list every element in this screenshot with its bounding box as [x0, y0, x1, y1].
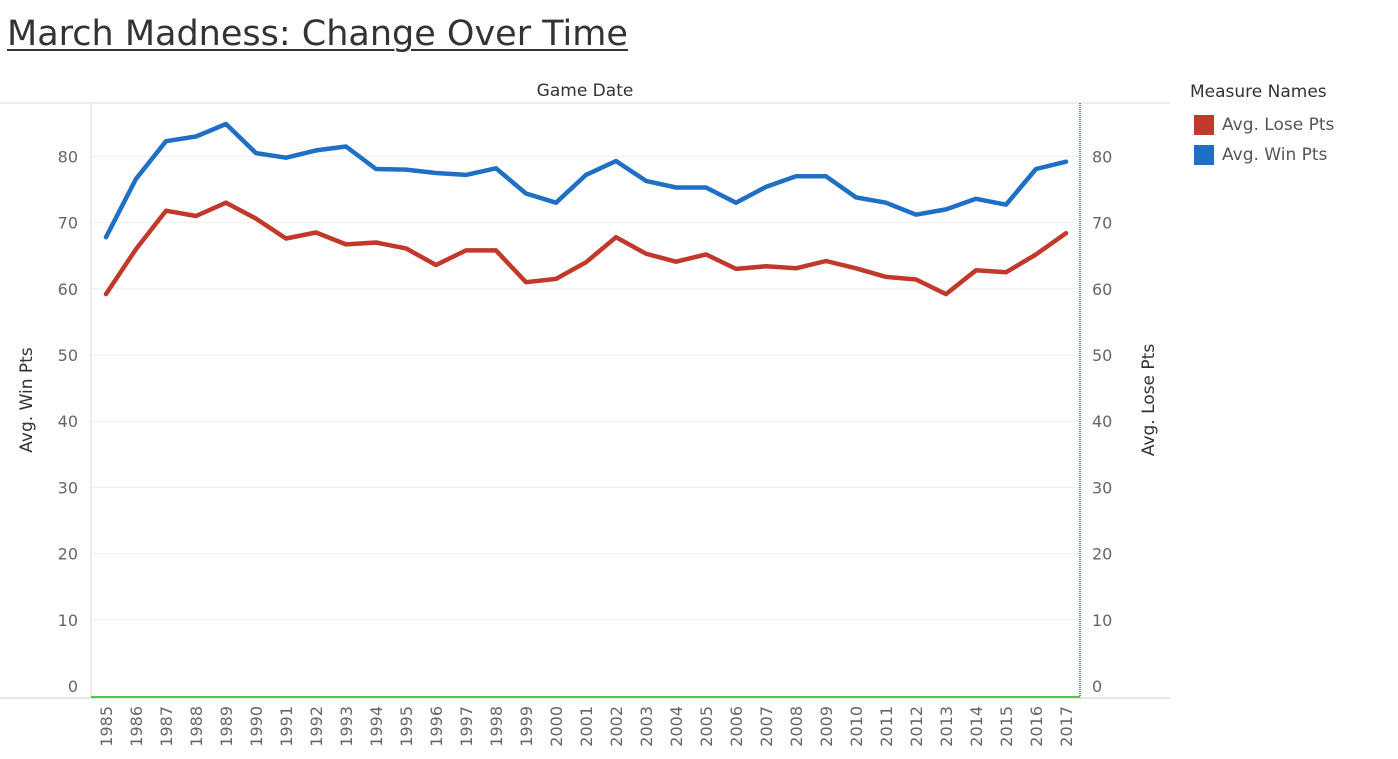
x-tick-label: 2002 [607, 706, 626, 747]
x-axis-label: Game Date [537, 81, 634, 101]
series-line-avg-win-pts [103, 121, 1069, 240]
legend-item-win[interactable]: Avg. Win Pts [1190, 140, 1334, 170]
x-tick-label: 1998 [487, 706, 506, 747]
x-tick-label: 2008 [787, 706, 806, 747]
x-tick-label: 1988 [187, 706, 206, 747]
y-axis-left-label: Avg. Win Pts [17, 347, 37, 453]
y-tick-label-right: 10 [1092, 611, 1112, 630]
x-tick-label: 1995 [397, 706, 416, 747]
y-tick-label-left: 0 [68, 677, 78, 696]
x-tick-label: 2012 [907, 706, 926, 747]
x-tick-label: 1994 [367, 706, 386, 747]
y-tick-label-left: 20 [58, 545, 78, 564]
y-axis-right-ticks: 0 10 20 30 40 50 60 70 80 [1092, 147, 1112, 696]
y-tick-label-right: 70 [1092, 214, 1112, 233]
y-tick-label-right: 80 [1092, 147, 1112, 166]
x-tick-label: 1992 [307, 706, 326, 747]
plot-frame [0, 102, 1170, 699]
legend-title: Measure Names [1190, 82, 1327, 102]
x-tick-label: 2014 [967, 706, 986, 747]
x-tick-label: 2007 [757, 706, 776, 747]
x-tick-label: 2016 [1027, 706, 1046, 747]
legend-label-lose: Avg. Lose Pts [1222, 115, 1335, 135]
y-tick-label-left: 80 [58, 147, 78, 166]
x-tick-label: 1999 [517, 706, 536, 747]
y-tick-label-left: 40 [58, 412, 78, 431]
y-tick-label-right: 50 [1092, 346, 1112, 365]
x-tick-label: 2011 [877, 706, 896, 747]
x-tick-label: 1987 [157, 706, 176, 747]
y-tick-label-left: 10 [58, 611, 78, 630]
x-tick-label: 2003 [637, 706, 656, 747]
x-tick-label: 2004 [667, 706, 686, 747]
page-title: March Madness: Change Over Time [7, 14, 628, 54]
x-tick-label: 2000 [547, 706, 566, 747]
x-tick-label: 1997 [457, 706, 476, 747]
y-axis-left-ticks: 0 10 20 30 40 50 60 70 80 [58, 147, 78, 696]
x-tick-label: 1985 [97, 706, 116, 747]
x-tick-label: 2001 [577, 706, 596, 747]
x-tick-label: 1993 [337, 706, 356, 747]
x-tick-label: 2005 [697, 706, 716, 747]
y-tick-label-right: 0 [1092, 677, 1102, 696]
y-tick-label-right: 30 [1092, 478, 1112, 497]
x-tick-label: 1986 [127, 706, 146, 747]
series-lines [103, 121, 1069, 297]
y-tick-label-right: 60 [1092, 280, 1112, 299]
x-tick-label: 2017 [1057, 706, 1076, 747]
x-tick-label: 2006 [727, 706, 746, 747]
y-tick-label-right: 20 [1092, 545, 1112, 564]
x-tick-label: 2010 [847, 706, 866, 747]
x-tick-label: 2013 [937, 706, 956, 747]
legend-item-lose[interactable]: Avg. Lose Pts [1190, 110, 1334, 140]
x-axis-ticks: 1985 1986 1987 1988 1989 1990 1991 1992 1993 1994… [97, 706, 1076, 747]
legend-swatch-win [1194, 145, 1214, 165]
y-tick-label-left: 30 [58, 478, 78, 497]
x-tick-label: 1989 [217, 706, 236, 747]
y-tick-label-left: 70 [58, 214, 78, 233]
x-tick-label: 1991 [277, 706, 296, 747]
x-tick-label: 1996 [427, 706, 446, 747]
series-line-avg-lose-pts [103, 200, 1069, 297]
y-tick-label-left: 50 [58, 346, 78, 365]
y-tick-label-left: 60 [58, 280, 78, 299]
y-tick-label-right: 40 [1092, 412, 1112, 431]
x-tick-label: 2015 [997, 706, 1016, 747]
legend-swatch-lose [1194, 115, 1214, 135]
x-tick-label: 2009 [817, 706, 836, 747]
legend-label-win: Avg. Win Pts [1222, 145, 1328, 165]
y-axis-right-label: Avg. Lose Pts [1139, 344, 1159, 457]
x-tick-label: 1990 [247, 706, 266, 747]
legend: Measure Names Avg. Lose Pts Avg. Win Pts [1190, 82, 1334, 170]
gridlines [91, 155, 1080, 621]
